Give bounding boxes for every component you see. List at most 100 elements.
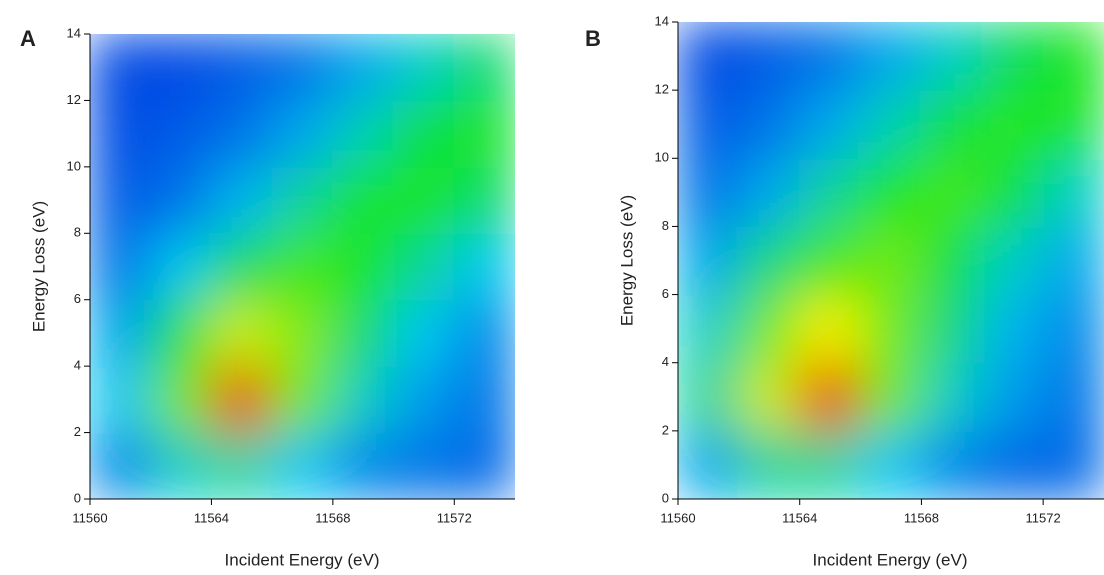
heat-cell [392,365,456,434]
heat-cell [737,22,801,92]
y-axis-title: Energy Loss (eV) [29,201,48,332]
heat-cell [981,22,1045,92]
heat-cell [149,298,213,368]
heat-cell [331,365,395,434]
heat-cell [453,34,515,102]
panel-label: B [585,26,601,51]
heat-cell [210,34,274,102]
y-tick-label: 6 [662,286,669,301]
heat-cell [149,165,213,235]
heat-cell [678,293,740,364]
plot-area [678,22,1104,499]
heat-cell [678,225,740,296]
x-axis-title: Incident Energy (eV) [813,550,968,569]
heat-cell [1042,157,1104,228]
x-tick-label: 11568 [904,510,939,525]
heat-cell [392,99,456,168]
x-tick-label: 11564 [194,510,229,525]
y-tick-label: 10 [655,150,669,165]
heat-cell [149,232,213,301]
heat-cell [331,34,395,102]
y-tick-label: 4 [74,358,81,373]
heat-cell [737,225,801,296]
heat-cell [1042,429,1104,499]
heat-cell [149,431,213,499]
y-tick-label: 10 [67,158,81,173]
x-tick-label: 11560 [72,510,107,525]
x-tick-label: 11572 [1026,510,1061,525]
heat-cell [678,157,740,228]
heat-cell [392,165,456,235]
heat-cell [90,34,152,102]
x-tick-label: 11560 [660,510,695,525]
heat-cell [737,361,801,432]
heat-cell [859,429,923,499]
heat-cell [210,165,274,235]
heat-cell [331,99,395,168]
heat-cell [392,34,456,102]
heat-cell [453,232,515,301]
heat-cell [90,365,152,434]
heat-cell [678,89,740,160]
heat-cell [859,225,923,296]
heat-cell [271,99,334,168]
heat-cell [149,99,213,168]
heat-cell [1042,225,1104,296]
heat-cell [210,431,274,499]
heat-cell [737,89,801,160]
heat-cell [920,89,984,160]
heat-cell [453,99,515,168]
heat-cell [453,165,515,235]
heat-cell [859,89,923,160]
heat-cell [392,298,456,368]
heat-cell [798,22,862,92]
heat-cell [210,298,274,368]
heat-cell [1042,89,1104,160]
heat-cell [453,431,515,499]
heat-cell [920,293,984,364]
heat-cell [210,232,274,301]
y-tick-label: 14 [67,25,81,40]
heat-cell [271,365,334,434]
y-tick-label: 0 [74,490,81,505]
heat-cell [737,429,801,499]
heat-cell [453,298,515,368]
heat-cell [798,293,862,364]
panel-label: A [20,26,36,51]
heat-cell [678,429,740,499]
y-tick-label: 2 [74,424,81,439]
heat-cell [798,157,862,228]
x-tick-label: 11568 [315,510,350,525]
heat-cell [920,361,984,432]
heatmap [678,22,1104,499]
heat-cell [90,431,152,499]
y-tick-label: 2 [662,422,669,437]
heat-cell [149,34,213,102]
heat-cell [920,157,984,228]
heat-cell [678,361,740,432]
y-tick-label: 0 [662,490,669,505]
heat-cell [1042,293,1104,364]
heat-cell [859,293,923,364]
heatmap [90,34,515,499]
heat-cell [798,89,862,160]
y-tick-label: 12 [67,92,81,107]
y-tick-label: 14 [655,13,669,28]
heat-cell [859,157,923,228]
heat-cell [981,361,1045,432]
plot-area [90,34,515,499]
heat-cell [271,34,334,102]
heat-cell [981,293,1045,364]
heat-cell [859,361,923,432]
heat-cell [210,365,274,434]
heat-cell [271,165,334,235]
heat-cell [1042,361,1104,432]
heat-cell [737,157,801,228]
heat-cell [920,22,984,92]
heat-cell [331,232,395,301]
heat-cell [90,165,152,235]
heat-cell [981,157,1045,228]
heat-cell [920,225,984,296]
heat-cell [90,298,152,368]
heat-cell [331,298,395,368]
